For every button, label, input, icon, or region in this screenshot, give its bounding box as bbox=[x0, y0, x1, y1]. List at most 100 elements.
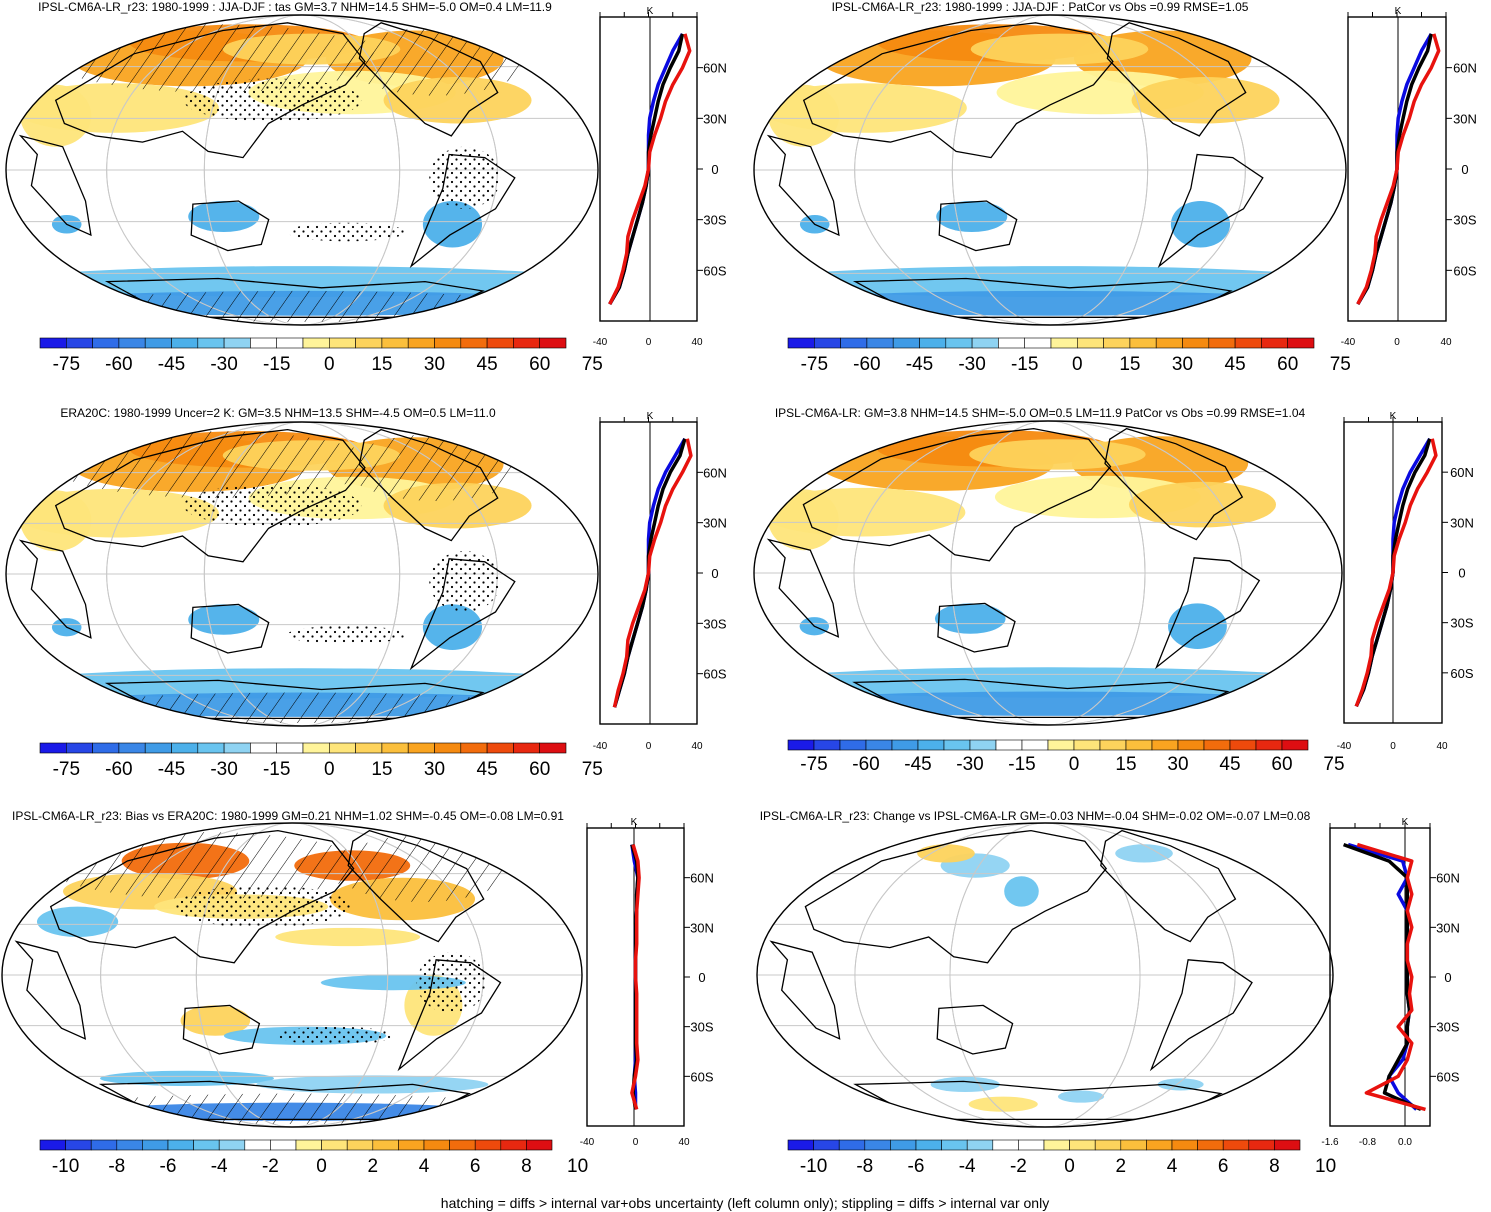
profile-series-line bbox=[608, 33, 692, 305]
colorbar-label: 45 bbox=[1225, 354, 1246, 375]
shaded-region bbox=[970, 33, 1149, 65]
profile-lat-label: 60N bbox=[1436, 871, 1460, 886]
colorbar-box bbox=[919, 337, 947, 349]
shaded-region bbox=[1170, 201, 1231, 248]
colorbar-box bbox=[302, 742, 330, 754]
profile-lat-label: 60N bbox=[1453, 61, 1477, 76]
colorbar-box bbox=[1177, 739, 1205, 751]
shaded-region bbox=[422, 604, 483, 650]
colorbar-label: 60 bbox=[1277, 354, 1298, 375]
panel-title: IPSL-CM6A-LR_r23: Bias vs ERA20C: 1980-1… bbox=[12, 809, 564, 823]
colorbar-box bbox=[276, 742, 304, 754]
colorbar-box bbox=[971, 337, 999, 349]
colorbar-box bbox=[118, 337, 146, 349]
colorbar-label: -15 bbox=[1008, 754, 1035, 775]
zonal-profile: K -40 0 40 60N 30N 0 30S 60S bbox=[580, 817, 714, 1148]
profile-xtick-label: -40 bbox=[593, 741, 608, 752]
profile-lat-label: 0 bbox=[1458, 566, 1465, 581]
colorbar-box bbox=[1024, 337, 1052, 349]
colorbar-box bbox=[1050, 337, 1078, 349]
colorbar-box bbox=[250, 742, 277, 754]
coastline-australia bbox=[938, 200, 1018, 252]
shaded-region bbox=[1115, 844, 1173, 863]
coastline-africa bbox=[18, 539, 92, 639]
colorbar-label: 75 bbox=[1323, 754, 1344, 775]
colorbar-box bbox=[892, 337, 920, 349]
colorbar-box bbox=[381, 742, 409, 754]
profile-series-line bbox=[1343, 842, 1422, 1111]
coastline-antarctica bbox=[853, 1080, 1223, 1121]
colorbar-box bbox=[838, 1139, 866, 1151]
coastline-samerica bbox=[1157, 153, 1264, 269]
graticule-lon bbox=[951, 15, 1149, 325]
colorbar-label: -60 bbox=[853, 354, 880, 375]
colorbar-box bbox=[915, 1139, 942, 1151]
colorbar-box bbox=[144, 742, 172, 754]
colorbar-label: 15 bbox=[371, 759, 392, 780]
colorbar-label: -10 bbox=[52, 1156, 79, 1177]
hatching-region bbox=[50, 24, 376, 93]
profile-lat-label: 0 bbox=[698, 970, 705, 985]
profile-lat-label: 0 bbox=[1444, 970, 1451, 985]
profile-xtick-label: 0 bbox=[1394, 337, 1400, 348]
colorbar-box bbox=[787, 739, 815, 751]
zonal-profile: K -40 0 40 60N 30N 0 30S 60S bbox=[1341, 6, 1477, 348]
colorbar-box bbox=[1073, 739, 1101, 751]
colorbar-label: 2 bbox=[368, 1156, 379, 1177]
shaded-region bbox=[100, 1070, 275, 1086]
profile-xtick-label: 0 bbox=[1390, 741, 1396, 752]
colorbar-label: 30 bbox=[424, 354, 445, 375]
profile-xtick-label: -40 bbox=[580, 1137, 595, 1148]
map-border bbox=[5, 14, 599, 326]
colorbar-box bbox=[92, 337, 120, 349]
colorbar-box bbox=[474, 1139, 502, 1151]
colorbar-box bbox=[223, 337, 251, 349]
colorbar-box bbox=[992, 1139, 1019, 1151]
colorbar-box bbox=[346, 1139, 374, 1151]
colorbar-label: -2 bbox=[1010, 1156, 1027, 1177]
colorbar-box bbox=[1222, 1139, 1250, 1151]
colorbar-box bbox=[355, 742, 383, 754]
colorbar-label: 0 bbox=[316, 1156, 327, 1177]
colorbar-label: 75 bbox=[1330, 354, 1351, 375]
colorbar-box bbox=[66, 742, 93, 754]
graticule-lon bbox=[949, 823, 1141, 1127]
profile-lat-label: 60N bbox=[1450, 465, 1474, 480]
colorbar-box bbox=[943, 739, 971, 751]
colorbar-box bbox=[1234, 337, 1262, 349]
colorbar-label: -6 bbox=[908, 1156, 925, 1177]
profile-lat-label: 0 bbox=[711, 162, 718, 177]
colorbar-box bbox=[118, 742, 146, 754]
profile-lat-label: 60N bbox=[703, 465, 727, 480]
colorbar-box bbox=[328, 742, 356, 754]
colorbar-label: -60 bbox=[852, 754, 879, 775]
shaded-region bbox=[1131, 77, 1280, 124]
colorbar-box bbox=[434, 742, 462, 754]
colorbar-box bbox=[1182, 337, 1210, 349]
map-border bbox=[753, 14, 1347, 326]
colorbar-box bbox=[39, 337, 67, 349]
colorbar-label: 0 bbox=[1064, 1156, 1075, 1177]
colorbar-label: -75 bbox=[53, 759, 80, 780]
colorbar-box bbox=[244, 1139, 271, 1151]
shaded-region bbox=[20, 84, 92, 147]
colorbar-box bbox=[1261, 337, 1289, 349]
profile-lat-label: 0 bbox=[711, 566, 718, 581]
colorbar-label: 2 bbox=[1116, 1156, 1127, 1177]
shaded-region bbox=[180, 1005, 251, 1036]
stippling-region bbox=[176, 885, 350, 928]
colorbar-box bbox=[513, 742, 541, 754]
colorbar-box bbox=[917, 739, 945, 751]
profile-lat-label: 0 bbox=[1461, 162, 1468, 177]
colorbar-box bbox=[500, 1139, 527, 1151]
colorbar-box bbox=[813, 337, 841, 349]
colorbar-box bbox=[39, 1139, 66, 1151]
hatching-region bbox=[45, 832, 365, 899]
profile-lat-label: 30N bbox=[1453, 111, 1477, 126]
coastline-africa bbox=[18, 134, 92, 237]
profile-unit-label: K bbox=[1395, 6, 1402, 17]
colorbar-box bbox=[1018, 1139, 1045, 1151]
colorbar-label: -15 bbox=[263, 354, 290, 375]
coastline-namerica bbox=[1100, 829, 1237, 943]
colorbar-label: -10 bbox=[800, 1156, 827, 1177]
